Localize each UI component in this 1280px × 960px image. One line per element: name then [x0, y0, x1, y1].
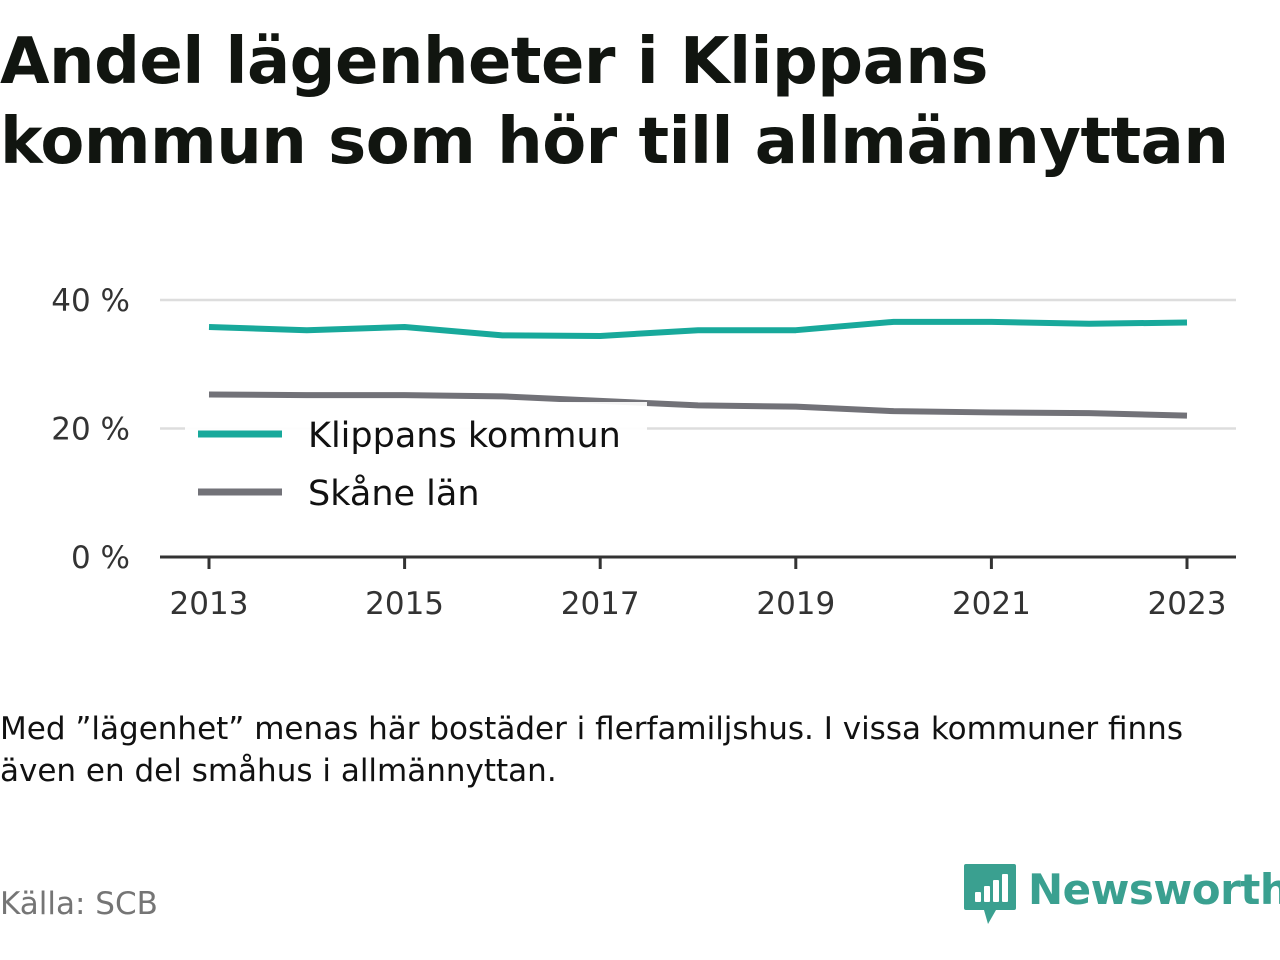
y-tick-label: 20 %	[51, 412, 130, 448]
brand-name: Newsworthy	[1028, 864, 1280, 914]
y-tick-label: 40 %	[51, 283, 130, 319]
series-line-1	[208, 391, 1188, 419]
series-line-0	[208, 318, 1188, 339]
series-lines	[208, 318, 1188, 419]
legend-label-0: Klippans kommun	[308, 416, 621, 456]
line-chart: 0 % 20 % 40 % 2013 2015 2017 2019 2021 2023 Kli…	[51, 283, 1236, 622]
source-label: Källa: SCB	[0, 886, 158, 922]
chart-title: Andel lägenheter i Klippans kommun som h…	[0, 25, 1229, 179]
legend-label-1: Skåne län	[308, 473, 480, 514]
legend-background	[185, 402, 647, 530]
y-tick-label: 0 %	[71, 540, 130, 576]
x-tick-label: 2023	[1148, 586, 1227, 622]
footnote: Med ”lägenhet” menas här bostäder i fler…	[0, 711, 1183, 789]
brand-logo-link[interactable]: Newsworthy	[962, 860, 1280, 930]
newsworthy-logo-icon	[964, 864, 1016, 924]
x-tick-label: 2019	[756, 586, 835, 622]
y-axis-labels: 0 % 20 % 40 %	[51, 283, 130, 576]
x-axis: 2013 2015 2017 2019 2021 2023	[160, 555, 1236, 622]
x-tick-label: 2017	[561, 586, 640, 622]
x-tick-label: 2015	[365, 586, 444, 622]
legend: Klippans kommun Skåne län	[185, 402, 647, 530]
x-tick-label: 2013	[170, 586, 249, 622]
x-tick-label: 2021	[952, 586, 1031, 622]
